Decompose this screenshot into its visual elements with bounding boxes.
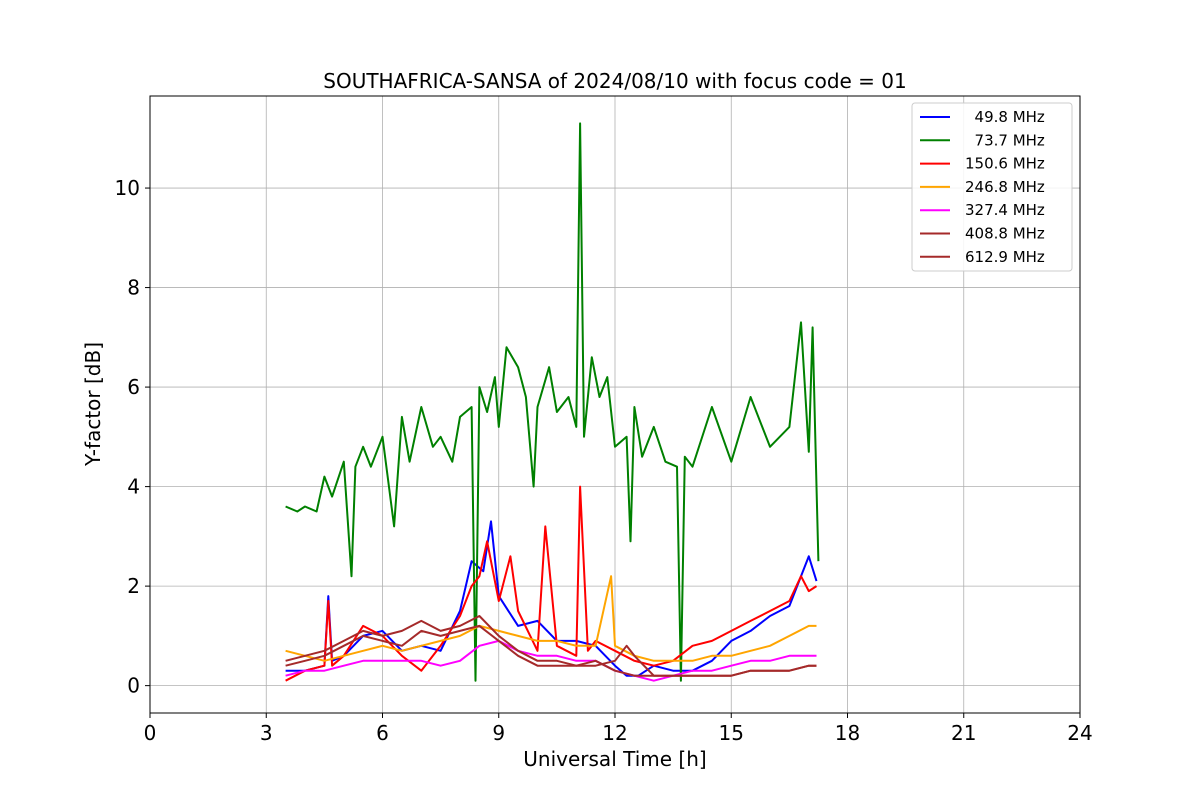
legend-label: 49.8 MHz	[965, 108, 1045, 126]
legend-label: 246.8 MHz	[965, 178, 1045, 196]
x-tick-label: 9	[492, 721, 505, 745]
chart-title: SOUTHAFRICA-SANSA of 2024/08/10 with foc…	[323, 69, 907, 93]
series-layer	[285, 122, 820, 682]
legend-label: 73.7 MHz	[965, 131, 1045, 149]
y-axis-label: Y-factor [dB]	[81, 342, 105, 467]
x-tick-label: 18	[835, 721, 860, 745]
series-line-4	[285, 575, 817, 662]
series-line-3	[285, 485, 818, 682]
x-tick-label: 21	[951, 721, 976, 745]
series-line-5	[285, 639, 817, 682]
x-axis: 0 3 6 9 12 15 18 21 24	[144, 713, 1093, 745]
y-tick-label: 4	[127, 475, 140, 499]
legend-label: 327.4 MHz	[965, 201, 1045, 219]
x-tick-label: 24	[1067, 721, 1092, 745]
x-tick-label: 6	[376, 721, 389, 745]
legend-label: 150.6 MHz	[965, 155, 1045, 173]
series-line-1	[285, 520, 818, 677]
x-tick-label: 15	[719, 721, 744, 745]
x-tick-label: 3	[260, 721, 273, 745]
x-tick-label: 12	[602, 721, 627, 745]
y-tick-label: 10	[115, 176, 140, 200]
series-line-2	[285, 122, 820, 682]
legend: 49.8 MHz 73.7 MHz 150.6 MHz 246.8 MHz 327.4…	[911, 102, 1073, 272]
legend-label: 612.9 MHz	[965, 248, 1045, 266]
y-tick-label: 0	[127, 674, 140, 698]
x-tick-label: 0	[144, 721, 157, 745]
y-tick-label: 6	[127, 375, 140, 399]
y-axis: 0 2 4 6 8 10	[115, 176, 150, 698]
series-line-7	[285, 624, 817, 677]
y-tick-label: 2	[127, 574, 140, 598]
legend-box	[911, 102, 1073, 272]
y-tick-label: 8	[127, 276, 140, 300]
x-axis-label: Universal Time [h]	[523, 747, 706, 771]
legend-label: 408.8 MHz	[965, 225, 1045, 243]
